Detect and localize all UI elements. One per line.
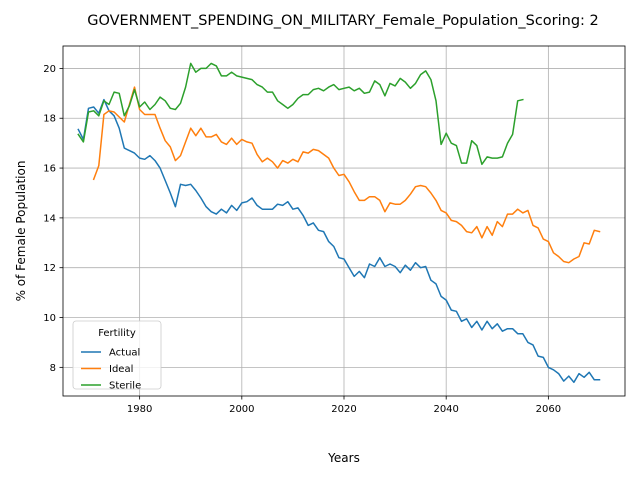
y-axis-ticks: 8 10 12 14 16 18 20: [43, 64, 63, 374]
series-line-actual: [77, 98, 601, 384]
gridlines: [63, 46, 625, 396]
x-tick-label: 2000: [229, 404, 254, 415]
chart-title: GOVERNMENT_SPENDING_ON_MILITARY_Female_P…: [87, 13, 599, 29]
x-tick-label: 2060: [536, 404, 561, 415]
x-axis-ticks: 1980 2000 2020 2040 2060: [127, 396, 561, 415]
y-tick-label: 10: [43, 313, 56, 324]
legend: Fertility Actual Ideal Sterile: [72, 320, 162, 392]
legend-label-actual: Actual: [109, 348, 140, 359]
y-tick-label: 12: [43, 263, 56, 274]
legend-title: Fertility: [98, 328, 136, 339]
y-tick-label: 16: [43, 164, 56, 175]
y-tick-label: 14: [43, 213, 56, 224]
y-tick-label: 18: [43, 114, 56, 125]
x-tick-label: 1980: [127, 404, 152, 415]
y-tick-label: 20: [43, 64, 56, 75]
x-tick-label: 2020: [331, 404, 356, 415]
legend-label-ideal: Ideal: [109, 364, 133, 375]
y-axis-label: % of Female Population: [14, 161, 28, 302]
legend-box: [72, 320, 162, 390]
x-tick-label: 2040: [433, 404, 458, 415]
series-group: [77, 62, 601, 384]
x-axis-label: Years: [327, 451, 360, 465]
legend-label-sterile: Sterile: [109, 381, 141, 392]
series-line-ideal: [92, 86, 601, 264]
series-line-sterile: [77, 62, 524, 166]
y-tick-label: 8: [50, 363, 56, 374]
